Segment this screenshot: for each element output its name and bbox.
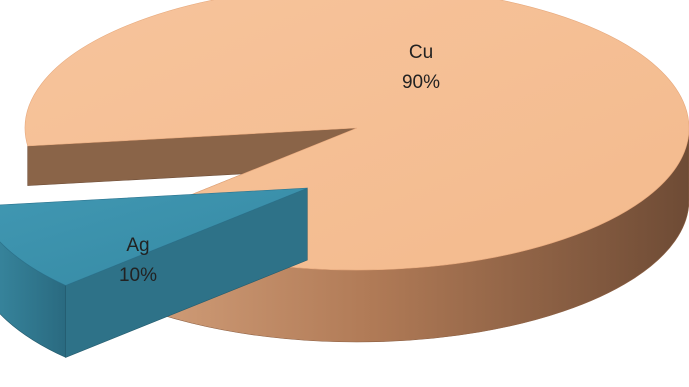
pie-slice-ag [0,187,308,358]
slice-label-cu-value: 90% [402,72,440,93]
slice-label-ag-name: Ag [126,235,149,256]
slice-label-ag-value: 10% [119,265,157,286]
data-labels: Cu 90% Ag 10% [119,42,440,286]
pie-slice-ag-top [0,187,308,286]
slice-label-cu-name: Cu [409,42,433,63]
